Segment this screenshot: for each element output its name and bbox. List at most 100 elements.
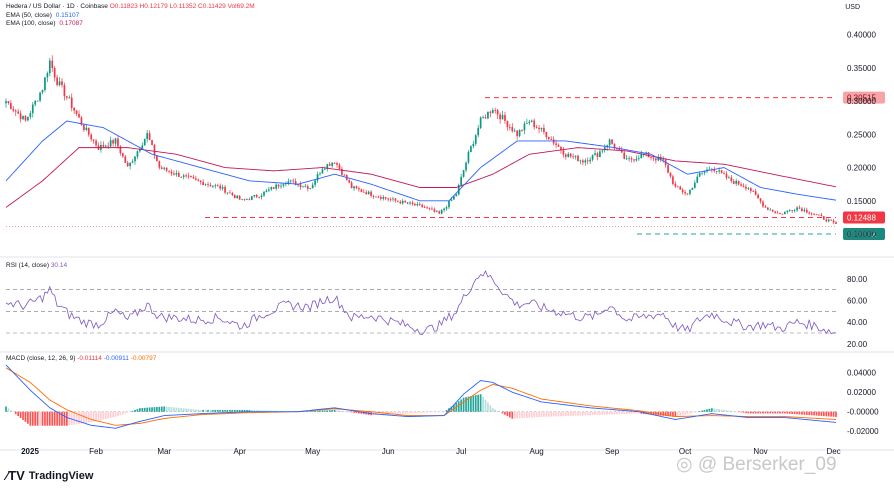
macd-histogram-bar: [70, 411, 73, 426]
candle-body: [409, 202, 411, 204]
macd-histogram-bar: [156, 406, 158, 412]
macd-histogram-bar: [535, 411, 538, 418]
candle-body: [95, 140, 97, 146]
macd-histogram-bar: [567, 411, 570, 416]
macd-legend[interactable]: MACD (close, 12, 26, 9) -0.01114 -0.0091…: [6, 355, 156, 362]
macd-histogram-bar: [246, 409, 248, 412]
candle-body: [321, 169, 324, 174]
macd-histogram-bar: [689, 411, 691, 414]
macd-histogram-bar: [90, 411, 93, 423]
macd-histogram-bar: [467, 396, 470, 412]
macd-histogram-bar: [243, 409, 246, 412]
macd-histogram-bar: [31, 411, 34, 426]
candle-body: [560, 146, 562, 151]
candle-body: [686, 193, 689, 195]
candle-body: [253, 194, 256, 197]
candle-body: [423, 207, 426, 209]
macd-histogram-bar: [440, 411, 443, 413]
candle-body: [190, 176, 192, 178]
candle-body: [31, 104, 34, 114]
macd-histogram-bar: [404, 411, 407, 414]
candle-body: [723, 172, 725, 174]
price-legend: Hedera / US Dollar · 1D · Coinbase O0.11…: [6, 3, 255, 11]
candle-body: [387, 198, 389, 200]
candle-body: [87, 127, 90, 135]
macd-histogram-bar: [41, 411, 44, 426]
candle-body: [735, 180, 738, 184]
macd-histogram-bar: [601, 411, 604, 415]
candle-body: [827, 219, 830, 222]
candle-body: [674, 183, 677, 187]
macd-histogram-bar: [540, 411, 543, 417]
candle-body: [124, 156, 127, 163]
candle-body: [747, 188, 750, 189]
ema50-legend[interactable]: EMA (50, close) 0.15107: [6, 12, 79, 20]
candle-body: [416, 204, 419, 206]
candle-body: [603, 147, 606, 151]
macd-histogram-bar: [139, 408, 141, 412]
candle-body: [564, 154, 567, 157]
macd-histogram-bar: [487, 402, 489, 412]
candle-body: [635, 158, 638, 161]
candle-body: [582, 160, 584, 163]
candle-body: [414, 203, 416, 206]
low-value: 0.11352: [173, 3, 197, 10]
macd-histogram-bar: [126, 411, 129, 413]
macd-histogram-bar: [479, 394, 482, 412]
macd-histogram-bar: [586, 411, 589, 416]
ema50-line: [5, 120, 837, 202]
macd-histogram-bar: [224, 409, 226, 412]
time-tick-label: Nov: [753, 447, 767, 456]
macd-histogram-bar: [754, 411, 757, 414]
macd-histogram-bar: [470, 396, 472, 412]
macd-histogram-bar: [808, 411, 811, 416]
tradingview-logo[interactable]: ⁄TV TradingView: [6, 468, 93, 483]
macd-histogram-bar: [375, 411, 377, 415]
macd-histogram-bar: [260, 410, 263, 412]
symbol-title[interactable]: Hedera / US Dollar · 1D · Coinbase: [6, 3, 108, 10]
macd-histogram-bar: [143, 407, 146, 412]
candle-body: [633, 159, 635, 161]
candle-body: [168, 170, 170, 172]
candle-body: [66, 96, 68, 98]
candle-body: [506, 120, 509, 127]
candle-body: [185, 175, 187, 177]
high-label: H: [139, 3, 145, 10]
ema100-legend[interactable]: EMA (100, close) 0.17087: [6, 20, 83, 28]
macd-histogram-bar: [552, 411, 555, 417]
candle-body: [34, 100, 37, 105]
candle-body: [139, 149, 141, 152]
candle-body: [316, 174, 319, 181]
candle-body: [70, 97, 73, 108]
macd-histogram-bar: [443, 411, 445, 413]
price-tick-label: 0.40000: [847, 31, 876, 40]
candle-body: [365, 192, 368, 195]
candle-body: [774, 211, 776, 213]
macd-histogram-bar: [46, 411, 49, 426]
macd-histogram-bar: [611, 411, 613, 415]
macd-histogram-bar: [399, 411, 402, 414]
candle-body: [489, 111, 492, 113]
candle-body: [141, 145, 144, 150]
candle-body: [808, 212, 811, 214]
candle-body: [477, 127, 480, 136]
candle-body: [579, 160, 582, 162]
macd-histogram-bar: [129, 411, 131, 413]
macd-histogram-bar: [574, 411, 577, 416]
candle-body: [326, 164, 329, 169]
macd-histogram-bar: [801, 411, 803, 415]
rsi-legend[interactable]: RSI (14, close) 30.14: [6, 262, 67, 269]
macd-histogram-bar: [569, 411, 572, 416]
macd-histogram-bar: [686, 411, 689, 415]
candle-body: [728, 177, 730, 179]
candle-body: [754, 191, 757, 195]
price-tick-label: 0.30000: [847, 97, 876, 106]
macd-histogram-bar: [426, 411, 428, 413]
macd-histogram-bar: [526, 411, 528, 418]
macd-histogram-bar: [78, 411, 80, 424]
macd-histogram-bar: [484, 399, 487, 412]
macd-histogram-bar: [306, 411, 309, 412]
candle-body: [511, 127, 514, 132]
candle-body: [248, 199, 251, 201]
